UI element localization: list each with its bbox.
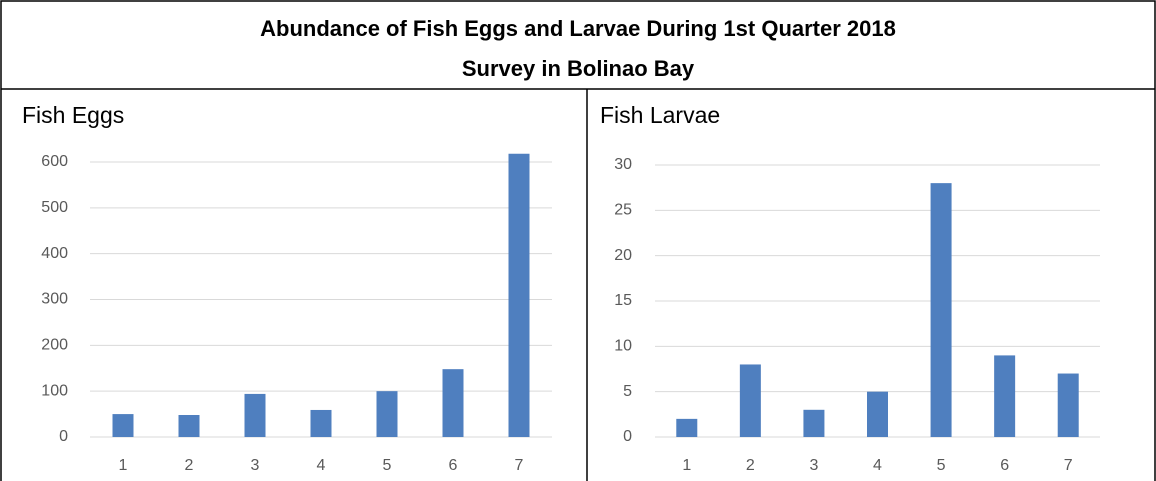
x-tick-label: 4 [873, 457, 882, 474]
panel-title: Fish Larvae [600, 102, 720, 128]
y-tick-label: 30 [614, 156, 632, 173]
bar [376, 391, 398, 437]
bar [803, 409, 825, 437]
bar [442, 369, 464, 437]
y-tick-label: 15 [614, 292, 632, 309]
bar [739, 364, 761, 437]
x-tick-label: 2 [185, 457, 194, 474]
y-tick-label: 10 [614, 338, 632, 355]
bar [930, 183, 952, 437]
x-tick-label: 3 [251, 457, 260, 474]
y-tick-label: 400 [41, 245, 68, 262]
panel-title: Fish Eggs [22, 102, 124, 128]
bar [994, 355, 1016, 437]
bar [1057, 373, 1079, 437]
x-tick-label: 7 [515, 457, 524, 474]
y-tick-label: 500 [41, 199, 68, 216]
bar [867, 391, 888, 437]
y-tick-label: 5 [623, 383, 632, 400]
x-tick-label: 2 [746, 457, 755, 474]
bar [508, 153, 530, 437]
x-tick-label: 7 [1064, 457, 1073, 474]
y-tick-label: 0 [623, 428, 632, 445]
title-line: Abundance of Fish Eggs and Larvae During… [260, 16, 896, 41]
x-tick-label: 1 [119, 457, 128, 474]
bar [310, 409, 332, 437]
y-tick-label: 100 [41, 382, 68, 399]
x-tick-label: 4 [317, 457, 326, 474]
y-tick-label: 25 [614, 202, 632, 219]
y-tick-label: 200 [41, 337, 68, 354]
x-tick-label: 5 [937, 457, 946, 474]
x-tick-label: 5 [383, 457, 392, 474]
bar [244, 393, 266, 437]
y-tick-label: 20 [614, 247, 632, 264]
x-tick-label: 3 [809, 457, 818, 474]
x-tick-label: 1 [682, 457, 691, 474]
x-tick-label: 6 [449, 457, 458, 474]
x-tick-label: 6 [1000, 457, 1009, 474]
y-tick-label: 0 [59, 428, 68, 445]
y-tick-label: 600 [41, 153, 68, 170]
bar [676, 418, 698, 437]
y-tick-label: 300 [41, 291, 68, 308]
title-line: Survey in Bolinao Bay [462, 56, 695, 81]
bar [112, 414, 134, 437]
bar [178, 415, 200, 437]
